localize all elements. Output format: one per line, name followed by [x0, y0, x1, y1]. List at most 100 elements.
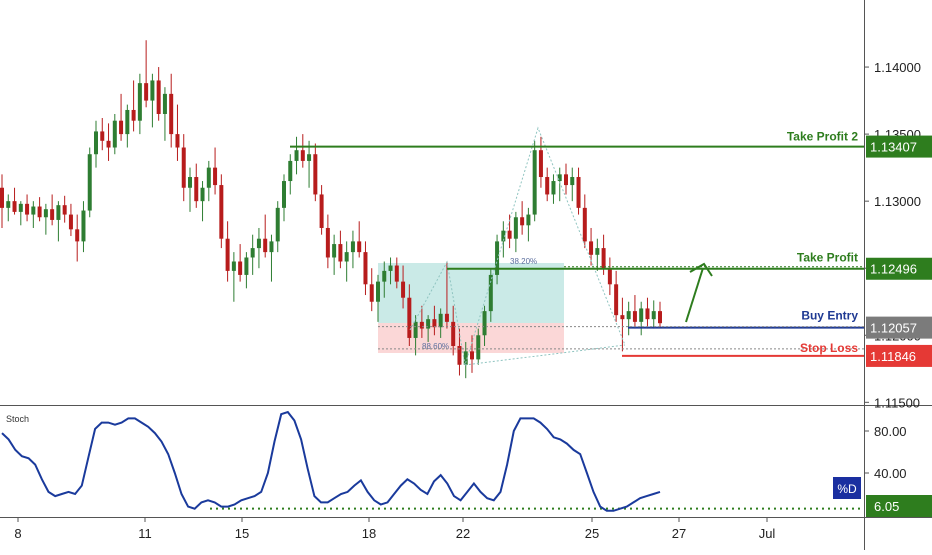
- candle-body: [75, 229, 80, 242]
- time-tick-label: 18: [362, 526, 376, 541]
- candle-body: [6, 201, 11, 208]
- candle-body: [256, 238, 261, 249]
- candle-body: [43, 209, 48, 218]
- candle-body: [620, 315, 625, 320]
- candle-body: [332, 244, 337, 258]
- candle-body: [200, 187, 205, 202]
- candle-body: [100, 131, 105, 141]
- candle-body: [94, 131, 98, 155]
- stop-loss-badge: [866, 344, 932, 367]
- level-badges: 1.13407 1.12496 1.12057 1.11846: [866, 135, 932, 367]
- candle-body: [382, 270, 387, 282]
- candle-body: [388, 265, 393, 271]
- projection-arrow-head: [689, 262, 713, 277]
- candle-body: [250, 248, 255, 258]
- take-profit-badge: [866, 257, 932, 280]
- candle-body: [607, 268, 612, 285]
- candle-body: [307, 154, 312, 161]
- stoch-title: Stoch: [6, 414, 29, 424]
- candle-body: [144, 83, 149, 101]
- candle-body: [225, 238, 230, 271]
- candle-body: [50, 209, 55, 220]
- time-tick-label: 22: [456, 526, 470, 541]
- candle-body: [313, 154, 318, 195]
- candle-body: [482, 311, 487, 336]
- candle-body: [231, 261, 236, 271]
- take-profit-2-label: Take Profit 2: [787, 130, 858, 144]
- candle-body: [645, 308, 650, 320]
- stoch-tick-label: 80.00: [874, 424, 907, 439]
- candle-body: [576, 177, 581, 208]
- candle-body: [350, 241, 355, 253]
- candle-body: [31, 206, 36, 215]
- candle-body: [444, 313, 449, 322]
- buy-entry-badge: [866, 316, 932, 339]
- buy-entry-value: 1.12057: [870, 321, 917, 336]
- candle-body: [614, 284, 619, 316]
- candle-body: [112, 120, 117, 148]
- price-tick-label: 1.11500: [874, 395, 920, 410]
- candle-body: [319, 194, 324, 228]
- projection-arrow-shaft: [685, 267, 704, 323]
- fib-label-38: 38.20%: [510, 257, 537, 266]
- candle-body: [288, 160, 293, 182]
- candle-body: [632, 311, 637, 322]
- candle-body: [407, 297, 412, 338]
- candle-body: [463, 351, 468, 365]
- candle-body: [169, 93, 174, 135]
- candle-body: [344, 252, 349, 262]
- candle-body: [125, 109, 130, 135]
- candle-body: [0, 187, 4, 208]
- candle-body: [282, 181, 286, 208]
- candle-body: [432, 319, 437, 328]
- candle-body: [175, 134, 180, 148]
- take-profit-label: Take Profit: [797, 251, 858, 265]
- candle-body: [357, 241, 362, 253]
- profit-zone: [378, 263, 564, 323]
- time-axis: 8 11 15 18 22 25 27 Jul: [14, 517, 775, 541]
- candle-body: [557, 174, 562, 182]
- candle-body: [419, 321, 424, 329]
- stoch-axis: 80.00 40.00: [864, 424, 907, 481]
- time-tick-label: 27: [672, 526, 686, 541]
- candle-body: [538, 150, 543, 178]
- candle-body: [269, 241, 274, 253]
- candle-body: [457, 345, 462, 365]
- candle-body: [363, 252, 368, 285]
- candle-body: [589, 241, 594, 255]
- candle-body: [68, 214, 73, 230]
- candle-body: [194, 177, 199, 202]
- candle-body: [626, 311, 631, 320]
- candle-body: [12, 201, 17, 212]
- candle-body: [162, 93, 167, 114]
- candle-body: [513, 217, 518, 239]
- candle-body: [394, 265, 399, 282]
- candle-body: [601, 248, 606, 269]
- time-tick-label: Jul: [759, 526, 776, 541]
- candle-body: [495, 241, 500, 275]
- candle-body: [570, 177, 575, 186]
- candle-body: [401, 281, 406, 298]
- candle-body: [507, 230, 512, 239]
- pattern-base: [464, 344, 626, 366]
- stoch-d-label: %D: [837, 482, 857, 496]
- candle-body: [213, 167, 218, 186]
- time-tick-label: 15: [235, 526, 249, 541]
- candle-body: [87, 154, 92, 211]
- buy-entry-label: Buy Entry: [801, 309, 858, 323]
- candle-body: [564, 174, 568, 186]
- candle-body: [520, 217, 525, 226]
- candle-body: [37, 206, 42, 218]
- candle-body: [275, 207, 280, 242]
- candle-body: [376, 281, 380, 302]
- price-tick-label: 1.13000: [874, 194, 921, 209]
- candle-body: [639, 308, 644, 322]
- candle-body: [470, 351, 474, 360]
- trade-zones: [378, 263, 564, 353]
- candle-body: [62, 205, 67, 215]
- candle-body: [595, 248, 600, 255]
- candle-body: [545, 177, 550, 195]
- candle-body: [131, 109, 136, 121]
- candle-body: [56, 205, 61, 220]
- stop-loss-label: Stop Loss: [800, 341, 858, 355]
